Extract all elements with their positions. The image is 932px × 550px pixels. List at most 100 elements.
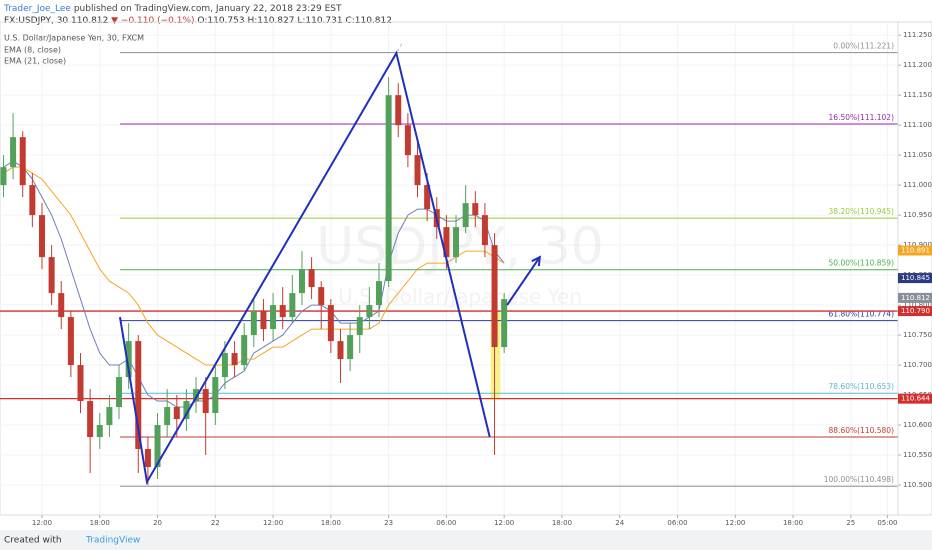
candle-body bbox=[424, 185, 431, 210]
author[interactable]: Trader_Joe_Lee bbox=[3, 4, 71, 14]
y-tick-label: 111.250 bbox=[903, 31, 932, 39]
candle-body bbox=[212, 377, 219, 414]
x-tick-label: 06:00 bbox=[436, 519, 456, 527]
candle-body bbox=[366, 305, 373, 318]
fib-label: 50.00%(110.859) bbox=[829, 259, 895, 268]
x-tick-label: 18:00 bbox=[90, 519, 110, 527]
x-tick-label: 20 bbox=[153, 519, 162, 527]
candle-body bbox=[347, 335, 354, 360]
last: 110.812 bbox=[71, 16, 108, 26]
fib-label: 61.80%(110.774) bbox=[829, 310, 895, 319]
x-tick-label: 22 bbox=[211, 519, 220, 527]
candle-body bbox=[19, 137, 26, 186]
candle-body bbox=[260, 311, 267, 330]
header-line: Trader_Joe_Lee published on TradingView.… bbox=[3, 4, 342, 14]
candle-body bbox=[318, 287, 325, 306]
fib-label: 16.50%(111.102) bbox=[829, 113, 895, 122]
fib-label: 88.60%(110.580) bbox=[829, 426, 895, 435]
fib-label: 78.60%(110.653) bbox=[829, 382, 895, 391]
y-tick-label: 110.550 bbox=[903, 451, 932, 459]
candle-body bbox=[472, 203, 479, 216]
candle-body bbox=[462, 203, 469, 228]
arrow-line bbox=[506, 256, 541, 306]
x-tick-label: 06:00 bbox=[667, 519, 687, 527]
price-tag bbox=[898, 306, 932, 317]
y-tick-label: 111.000 bbox=[903, 181, 932, 189]
fib-label: 38.20%(110.945) bbox=[829, 207, 895, 216]
x-tick-label: 05:00 bbox=[877, 519, 897, 527]
candle-body bbox=[29, 185, 36, 216]
arrow-head bbox=[531, 255, 541, 267]
candle-body bbox=[96, 425, 103, 438]
candle-body bbox=[308, 269, 315, 288]
candle-body bbox=[337, 341, 344, 360]
ema-line bbox=[3, 160, 505, 408]
price-tag bbox=[898, 273, 932, 284]
candle-body bbox=[289, 293, 296, 318]
change: ▼ −0.110 (−0.1%) bbox=[111, 16, 194, 26]
y-tick-label: 110.900 bbox=[903, 241, 932, 249]
price-tag bbox=[898, 292, 932, 303]
candle-body bbox=[193, 389, 200, 402]
candle-body bbox=[491, 245, 498, 348]
watermark-sub: U.S. Dollar/Japanese Yen bbox=[338, 285, 582, 309]
candle-body bbox=[144, 449, 151, 468]
ema-line bbox=[3, 166, 505, 366]
candle-body bbox=[10, 137, 17, 168]
candle-body bbox=[414, 155, 421, 186]
x-tick-label: 12:00 bbox=[263, 519, 283, 527]
candle-body bbox=[183, 401, 190, 420]
fib-label: 100.00%(110.498) bbox=[824, 475, 894, 484]
price-tag-label: 110.644 bbox=[901, 395, 930, 403]
fib-label: 0.00%(111.221) bbox=[833, 42, 894, 51]
y-tick-label: 110.700 bbox=[903, 361, 932, 369]
symbol: FX:USDJPY, 30 bbox=[4, 16, 68, 26]
x-tick-label: 18:00 bbox=[552, 519, 572, 527]
candle-body bbox=[279, 305, 286, 318]
candle-body bbox=[173, 407, 180, 420]
candle-body bbox=[221, 353, 228, 378]
price-tag bbox=[898, 393, 932, 404]
legend-entry: EMA (21, close) bbox=[4, 57, 66, 66]
candle-body bbox=[48, 257, 55, 294]
watermark: USDJPY, 30 bbox=[316, 217, 604, 277]
footer-bar bbox=[0, 530, 932, 550]
ohlc: O:110.753 H:110.827 L:110.731 C:110.812 bbox=[197, 16, 392, 26]
candle-body bbox=[395, 95, 402, 126]
candle-body bbox=[77, 365, 84, 402]
candle-body bbox=[501, 299, 508, 348]
candle-body bbox=[106, 407, 113, 426]
y-tick-label: 111.150 bbox=[903, 91, 932, 99]
candle-body bbox=[453, 227, 460, 258]
candle-body bbox=[202, 389, 209, 414]
candle-body bbox=[154, 425, 161, 468]
price-tag-label: 110.845 bbox=[901, 274, 930, 282]
y-tick-label: 110.600 bbox=[903, 421, 932, 429]
plot: 110.500110.550110.600110.650110.700110.7… bbox=[0, 21, 932, 527]
legend-entry: EMA (8, close) bbox=[4, 46, 61, 55]
candle-body bbox=[67, 317, 74, 366]
highlight-box bbox=[490, 311, 501, 399]
footer-brand[interactable]: TradingView bbox=[85, 536, 140, 546]
price-axis bbox=[897, 21, 932, 516]
x-tick-label: 18:00 bbox=[783, 519, 803, 527]
candle-body bbox=[327, 305, 334, 342]
footer-created: Created with bbox=[4, 536, 62, 546]
y-tick-label: 110.750 bbox=[903, 331, 932, 339]
candle-body bbox=[241, 335, 248, 366]
candle-body bbox=[0, 167, 7, 186]
price-tag-label: 110.812 bbox=[901, 294, 930, 302]
x-tick-label: 25 bbox=[846, 519, 855, 527]
y-tick-label: 110.500 bbox=[903, 481, 932, 489]
x-tick-label: 12:00 bbox=[32, 519, 52, 527]
candle-body bbox=[250, 311, 257, 336]
candle-body bbox=[87, 401, 94, 438]
candle-body bbox=[164, 407, 171, 426]
candle-body bbox=[58, 293, 65, 318]
pattern-line bbox=[118, 50, 491, 485]
published: published on TradingView.com, January 22… bbox=[74, 4, 342, 14]
candle-body bbox=[356, 317, 363, 336]
candle-body bbox=[385, 95, 392, 282]
